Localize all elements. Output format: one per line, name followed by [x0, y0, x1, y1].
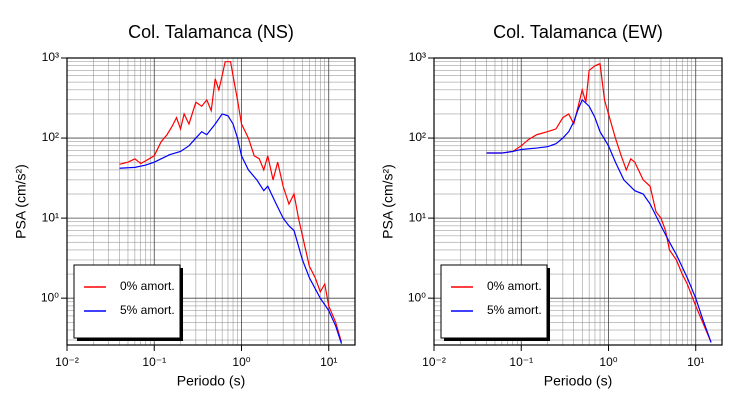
x-tick-label: 10¹ — [687, 355, 704, 369]
y-tick-label: 10⁰ — [408, 290, 426, 304]
y-tick-label: 10¹ — [42, 210, 59, 224]
legend-label: 5% amort. — [120, 303, 175, 317]
y-tick-label: 10⁰ — [41, 290, 59, 304]
x-tick-label: 10¹ — [320, 355, 337, 369]
y-tick-label: 10¹ — [409, 210, 426, 224]
x-tick-label: 10⁻² — [422, 355, 446, 369]
x-axis-label: Periodo (s) — [544, 373, 612, 389]
x-tick-label: 10⁰ — [232, 355, 250, 369]
legend-box — [73, 264, 181, 339]
x-axis-label: Periodo (s) — [177, 373, 245, 389]
plot-frame — [433, 57, 723, 346]
series-line — [119, 61, 343, 343]
y-axis-label: PSA (cm/s²) — [380, 164, 396, 239]
x-tick-label: 10⁻¹ — [509, 355, 533, 369]
chart-title: Col. Talamanca (NS) — [128, 22, 294, 42]
y-axis-label: PSA (cm/s²) — [13, 164, 29, 239]
y-tick-label: 10³ — [42, 50, 59, 64]
series-line — [486, 98, 712, 343]
x-tick-label: 10⁻¹ — [142, 355, 166, 369]
legend-box — [440, 264, 548, 339]
y-tick-label: 10³ — [409, 50, 426, 64]
chart-title: Col. Talamanca (EW) — [493, 22, 663, 42]
legend-label: 0% amort. — [487, 279, 542, 293]
series-line — [486, 62, 712, 343]
series-line — [119, 113, 343, 344]
x-tick-label: 10⁰ — [599, 355, 617, 369]
x-tick-label: 10⁻² — [55, 355, 79, 369]
y-tick-label: 10² — [42, 130, 59, 144]
y-tick-label: 10² — [409, 130, 426, 144]
legend-label: 0% amort. — [120, 279, 175, 293]
plot-frame — [66, 57, 356, 346]
legend-label: 5% amort. — [487, 303, 542, 317]
